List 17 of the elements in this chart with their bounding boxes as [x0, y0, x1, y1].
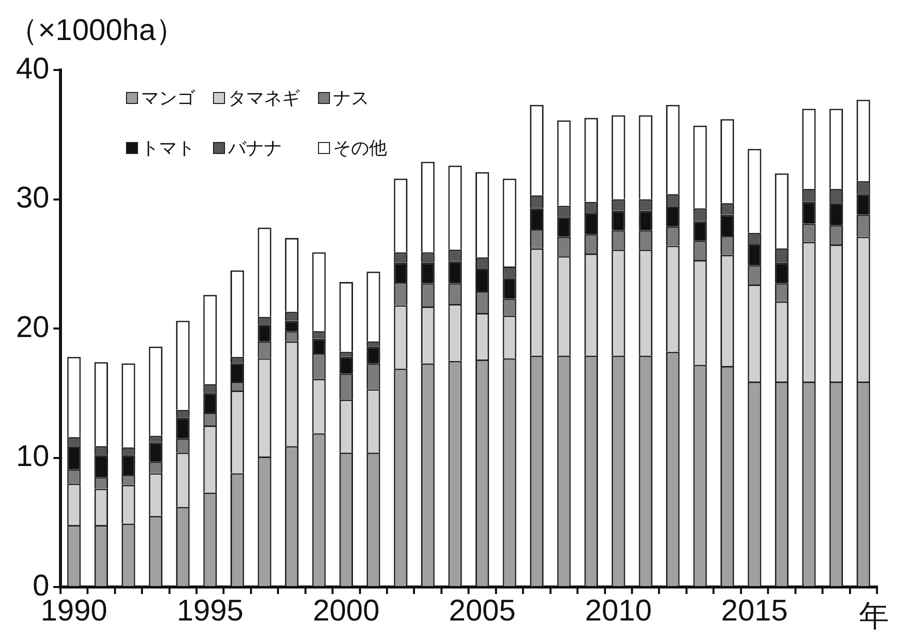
legend-label: トマト	[141, 137, 195, 160]
legend-label: ナス	[333, 87, 369, 110]
x-axis-title: 年	[859, 600, 889, 634]
y-axis-title: （×1000ha）	[8, 13, 186, 49]
x-tick-label: 2010	[585, 594, 652, 628]
x-tick-label: 2000	[312, 594, 380, 628]
y-tick-label: 20	[16, 310, 50, 344]
x-tick-label: 2015	[721, 594, 788, 628]
legend-label: マンゴ	[141, 87, 195, 110]
y-tick-label: 10	[16, 440, 50, 474]
legend-label: タマネギ	[228, 87, 300, 110]
y-tick-label: 40	[16, 52, 50, 86]
series-label: その他	[333, 137, 387, 160]
x-tick-label: 2005	[448, 594, 516, 628]
legend-label: バナナ	[228, 137, 282, 160]
y-tick-label: 30	[16, 182, 50, 215]
x-tick-label: 1995	[176, 594, 244, 628]
